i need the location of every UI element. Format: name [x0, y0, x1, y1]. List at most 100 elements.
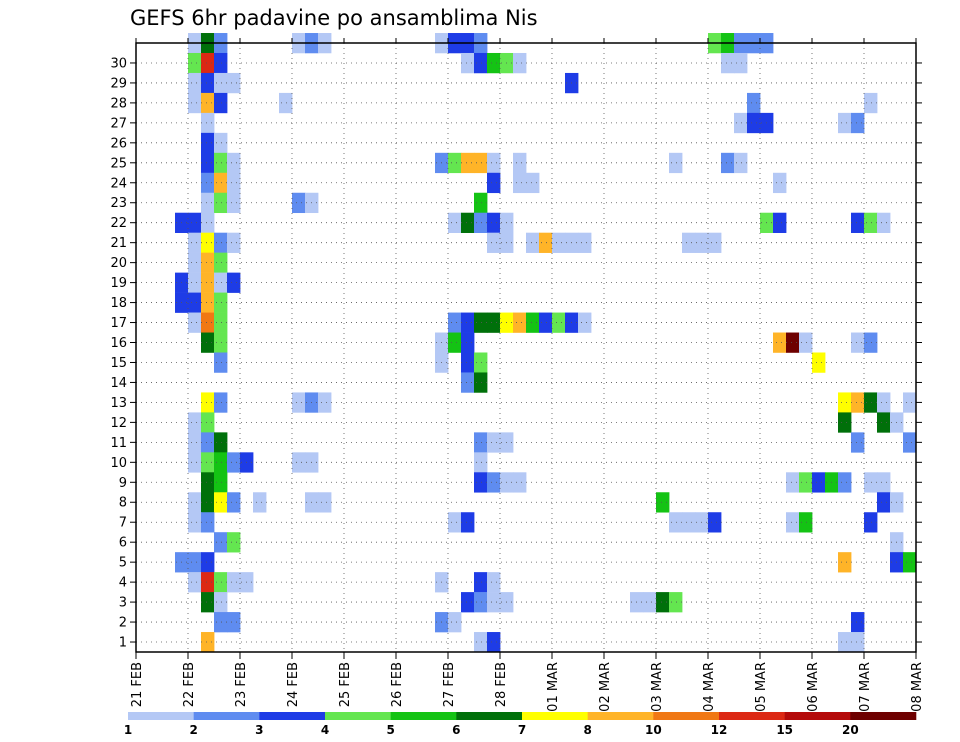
heatmap-cell — [812, 352, 826, 373]
heatmap-cell — [214, 492, 228, 513]
x-tick-label: 02 MAR — [598, 662, 613, 712]
heatmap-cell — [201, 432, 215, 453]
y-tick-label: 4 — [119, 576, 127, 591]
heatmap-cell — [838, 412, 852, 433]
heatmap-cell — [461, 352, 475, 373]
heatmap-cell — [214, 352, 228, 373]
heatmap-cell — [214, 452, 228, 473]
x-tick-label: 22 FEB — [182, 662, 197, 707]
heatmap-cell — [188, 52, 202, 74]
heatmap-cell — [682, 232, 696, 253]
y-tick-label: 3 — [119, 596, 127, 611]
y-tick-label: 19 — [110, 276, 127, 291]
heatmap-cell — [877, 472, 891, 493]
heatmap-cell — [227, 172, 241, 194]
heatmap-cell — [669, 152, 683, 174]
heatmap-cell — [721, 52, 735, 74]
heatmap-cell — [214, 252, 228, 273]
heatmap-cell — [214, 312, 228, 333]
legend-swatch — [784, 712, 851, 720]
heatmap-cell — [513, 52, 527, 74]
heatmap-cell — [201, 552, 215, 573]
heatmap-cell — [188, 252, 202, 273]
heatmap-cell — [487, 232, 501, 253]
x-tick-label: 01 MAR — [546, 662, 561, 712]
heatmap-cell — [201, 272, 215, 293]
legend-label: 3 — [255, 723, 263, 737]
legend-label: 5 — [386, 723, 394, 737]
heatmap-cell — [721, 152, 735, 174]
heatmap-cell — [201, 252, 215, 273]
heatmap-cell — [188, 212, 202, 233]
y-tick-label: 1 — [119, 636, 127, 651]
x-tick-label: 21 FEB — [130, 662, 145, 707]
heatmap-cell — [461, 332, 475, 353]
heatmap-cell — [188, 432, 202, 453]
heatmap-cell — [474, 632, 488, 653]
heatmap-cell — [474, 452, 488, 473]
heatmap-cell — [474, 352, 488, 373]
legend-swatch — [719, 712, 785, 720]
heatmap-cell — [214, 292, 228, 313]
heatmap-cell — [838, 392, 852, 413]
heatmap-cell — [474, 212, 488, 233]
heatmap-cell — [201, 332, 215, 353]
heatmap-cell — [188, 92, 202, 114]
heatmap-cell — [487, 172, 501, 194]
heatmap-cell — [799, 472, 813, 493]
heatmap-cell — [448, 612, 462, 633]
heatmap-cell — [461, 52, 475, 74]
heatmap-cell — [877, 492, 891, 513]
heatmap-cell — [474, 312, 488, 333]
heatmap-cell — [838, 632, 852, 653]
heatmap-cell — [578, 312, 592, 333]
y-tick-label: 21 — [110, 236, 127, 251]
y-tick-label: 16 — [110, 336, 127, 351]
heatmap-cell — [903, 392, 917, 413]
heatmap-cell — [292, 452, 306, 473]
heatmap-cell — [461, 312, 475, 333]
y-tick-label: 24 — [110, 176, 127, 191]
heatmap-cell — [474, 572, 488, 593]
heatmap-cell — [188, 292, 202, 313]
heatmap-cell — [214, 592, 228, 613]
heatmap-cell — [474, 52, 488, 74]
y-tick-label: 17 — [110, 316, 127, 331]
legend-swatch — [325, 712, 391, 720]
heatmap-cell — [526, 232, 540, 253]
heatmap-cell — [838, 552, 852, 573]
heatmap-cell — [903, 432, 917, 453]
heatmap-cell — [838, 472, 852, 493]
heatmap-cell — [539, 232, 553, 253]
legend-label: 20 — [842, 723, 859, 737]
heatmap-cell — [227, 532, 241, 553]
x-tick-label: 03 MAR — [650, 662, 665, 712]
heatmap-cell — [461, 592, 475, 613]
heatmap-cell — [539, 312, 553, 333]
heatmap-cell — [838, 112, 852, 134]
y-tick-label: 8 — [119, 496, 127, 511]
heatmap-cell — [461, 512, 475, 533]
heatmap-cell — [487, 52, 501, 74]
legend-swatch — [259, 712, 326, 720]
heatmap-cell — [864, 512, 878, 533]
y-tick-label: 27 — [110, 116, 127, 131]
heatmap-cell — [448, 332, 462, 353]
legend-swatch — [456, 712, 523, 720]
heatmap-cell — [201, 52, 215, 74]
heatmap-cell — [799, 332, 813, 353]
axis-layer: 1234567891011121314151617181920212223242… — [110, 38, 925, 712]
heatmap-cell — [201, 92, 215, 114]
heatmap-cell — [201, 212, 215, 233]
x-tick-label: 26 FEB — [390, 662, 405, 707]
heatmap-cell — [474, 152, 488, 174]
heatmap-cell — [461, 372, 475, 393]
heatmap-cell — [474, 472, 488, 493]
heatmap-cell — [201, 592, 215, 613]
heatmap-cell — [513, 152, 527, 174]
heatmap-cell — [851, 212, 865, 233]
heatmap-cell — [292, 392, 306, 413]
heatmap-cell — [786, 472, 800, 493]
heatmap-cell — [214, 132, 228, 154]
heatmap-cell — [214, 272, 228, 293]
